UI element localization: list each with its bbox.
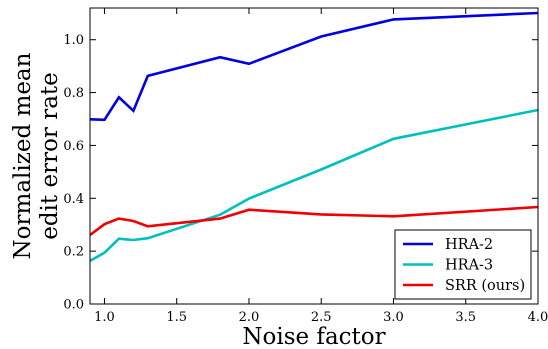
x-tick-label: 1.0 xyxy=(94,310,115,325)
axis-ticks: 1.0 1.5 2.0 2.5 3.0 3.5 4.0 0.0 0.2 0.4 0.6 0.8 1.0 xyxy=(63,8,548,325)
plot-marks xyxy=(89,11,539,263)
y-tick-label: 1.0 xyxy=(63,33,84,48)
plot-frame xyxy=(89,7,539,305)
y-tick-label: 0.2 xyxy=(63,245,84,260)
legend-label: SRR (ours) xyxy=(445,278,525,294)
series-line-3 xyxy=(89,205,539,237)
y-tick-label: 0.4 xyxy=(63,192,84,207)
legend-label: HRA-3 xyxy=(445,258,493,274)
y-axis-title-line-1: Normalized mean xyxy=(10,52,36,259)
x-axis-title: Noise factor xyxy=(242,324,385,349)
y-tick-label: 0.6 xyxy=(63,139,84,154)
x-tick-label: 3.5 xyxy=(455,310,476,325)
x-tick-label: 2.5 xyxy=(311,310,332,325)
series-line-1 xyxy=(89,11,539,122)
y-axis-title: Normalized mean edit error rate xyxy=(10,52,63,259)
series-line-2 xyxy=(89,108,539,263)
y-axis-title-line-2: edit error rate xyxy=(37,72,63,240)
y-tick-label: 0.0 xyxy=(63,298,84,313)
x-tick-label: 2.0 xyxy=(239,310,260,325)
y-tick-label: 0.8 xyxy=(63,86,84,101)
legend-label: HRA-2 xyxy=(445,237,493,253)
x-tick-label: 3.0 xyxy=(383,310,404,325)
x-tick-label: 1.5 xyxy=(166,310,187,325)
legend: HRA-2 HRA-3 SRR (ours) xyxy=(394,229,532,300)
x-tick-label: 4.0 xyxy=(528,310,548,325)
